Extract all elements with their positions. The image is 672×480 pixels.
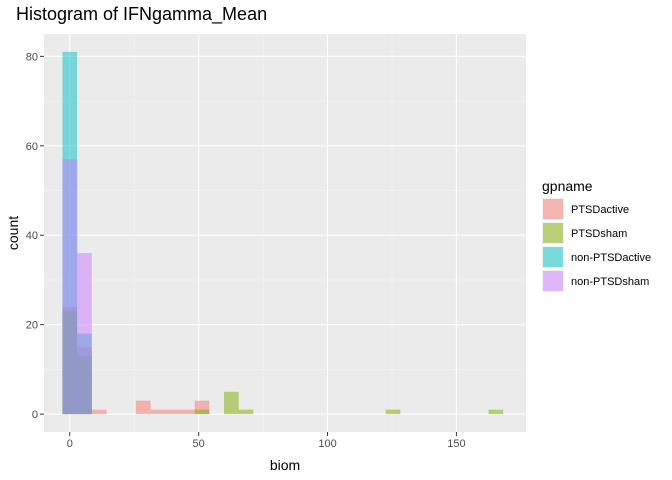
x-tick-label: 150 [447, 438, 465, 450]
legend-label-non-ptsdsham: non-PTSDsham [571, 276, 649, 288]
x-axis-title: biom [270, 457, 300, 473]
bar-non-ptsdsham [77, 253, 92, 415]
x-tick-label: 0 [67, 438, 73, 450]
legend-item-ptsdsham: PTSDsham [542, 222, 627, 244]
legend-label-ptsdactive: PTSDactive [571, 204, 629, 216]
legend-swatch-ptsdsham [543, 223, 563, 243]
x-tick-label: 50 [193, 438, 205, 450]
legend-item-non-ptsdsham: non-PTSDsham [542, 270, 649, 292]
grid-major [44, 34, 526, 432]
y-tick-label: 80 [26, 51, 38, 63]
y-tick-label: 60 [26, 141, 38, 153]
y-tick-label: 20 [26, 320, 38, 332]
bar-ptsdactive [165, 409, 180, 415]
legend-label-ptsdsham: PTSDsham [571, 228, 627, 240]
bar-ptsdsham [224, 391, 239, 415]
bar-ptsdsham [488, 409, 504, 415]
legend-item-ptsdactive: PTSDactive [542, 198, 629, 220]
x-tick-label: 100 [318, 438, 336, 450]
grid-minor [44, 34, 526, 432]
bar-ptsdactive [135, 400, 151, 415]
bar-non-ptsdsham [62, 159, 78, 415]
x-axis-ticks: 0 50 100 150 [67, 432, 466, 450]
legend-swatch-non-ptsdsham [543, 271, 563, 291]
y-axis-ticks: 0 20 40 60 80 [26, 51, 44, 421]
bar-ptsdactive [150, 409, 166, 415]
plot-panel [44, 34, 526, 432]
legend-label-non-ptsdactive: non-PTSDactive [571, 252, 651, 264]
y-tick-label: 0 [32, 409, 38, 421]
legend-title: gpname [542, 178, 593, 194]
legend-swatch-ptsdactive [543, 199, 563, 219]
bar-ptsdsham [385, 409, 401, 415]
legend-item-non-ptsdactive: non-PTSDactive [542, 246, 651, 268]
bar-ptsdsham [194, 409, 210, 415]
chart-title: Histogram of IFNgamma_Mean [16, 4, 267, 25]
y-tick-label: 40 [26, 230, 38, 242]
bar-ptsdsham [238, 409, 254, 415]
legend-swatch-non-ptsdactive [543, 247, 563, 267]
bar-ptsdactive [91, 409, 107, 415]
legend: gpname PTSDactive PTSDsham non-PTSDactive n… [542, 178, 651, 292]
bar-ptsdactive [179, 409, 195, 415]
y-axis-title: count [5, 216, 21, 250]
bars [62, 51, 504, 415]
